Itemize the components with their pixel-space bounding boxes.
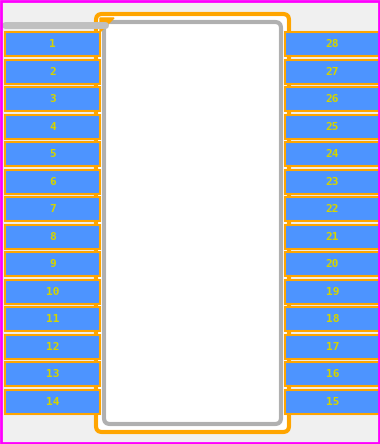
Text: 21: 21 xyxy=(326,232,339,242)
Bar xyxy=(5,280,100,304)
Bar xyxy=(5,252,100,276)
Bar xyxy=(285,115,380,139)
Text: 14: 14 xyxy=(46,397,59,407)
Text: 2: 2 xyxy=(49,67,56,77)
Bar xyxy=(5,87,100,111)
Text: 13: 13 xyxy=(46,369,59,379)
Bar xyxy=(285,170,380,194)
Text: 9: 9 xyxy=(49,259,56,269)
Text: 27: 27 xyxy=(326,67,339,77)
Bar xyxy=(5,362,100,386)
Polygon shape xyxy=(100,18,114,32)
Bar xyxy=(5,225,100,249)
Bar xyxy=(285,197,380,221)
Bar xyxy=(285,225,380,249)
Text: 3: 3 xyxy=(49,94,56,104)
Text: 4: 4 xyxy=(49,122,56,132)
Bar xyxy=(285,87,380,111)
Text: 22: 22 xyxy=(326,204,339,214)
Text: 15: 15 xyxy=(326,397,339,407)
Bar xyxy=(285,362,380,386)
Bar xyxy=(285,142,380,166)
Bar xyxy=(285,335,380,359)
Text: 20: 20 xyxy=(326,259,339,269)
Bar xyxy=(5,115,100,139)
Bar xyxy=(5,335,100,359)
Text: 26: 26 xyxy=(326,94,339,104)
Text: 10: 10 xyxy=(46,287,59,297)
Bar xyxy=(5,197,100,221)
Bar xyxy=(5,60,100,84)
Bar xyxy=(285,32,380,56)
Text: 17: 17 xyxy=(326,342,339,352)
Text: 23: 23 xyxy=(326,177,339,187)
Text: 8: 8 xyxy=(49,232,56,242)
Text: 24: 24 xyxy=(326,149,339,159)
Bar xyxy=(285,60,380,84)
Bar xyxy=(285,390,380,414)
Bar xyxy=(5,142,100,166)
Bar xyxy=(5,307,100,331)
Text: 12: 12 xyxy=(46,342,59,352)
FancyBboxPatch shape xyxy=(104,22,281,424)
Bar xyxy=(5,170,100,194)
Bar xyxy=(5,32,100,56)
Bar xyxy=(285,252,380,276)
Bar xyxy=(5,390,100,414)
Text: 7: 7 xyxy=(49,204,56,214)
FancyBboxPatch shape xyxy=(96,14,289,432)
Bar xyxy=(285,280,380,304)
Bar xyxy=(285,307,380,331)
Text: 16: 16 xyxy=(326,369,339,379)
Text: 1: 1 xyxy=(49,39,56,49)
Text: 11: 11 xyxy=(46,314,59,324)
Text: 6: 6 xyxy=(49,177,56,187)
Text: 28: 28 xyxy=(326,39,339,49)
Text: 25: 25 xyxy=(326,122,339,132)
Text: 19: 19 xyxy=(326,287,339,297)
Text: 18: 18 xyxy=(326,314,339,324)
Text: 5: 5 xyxy=(49,149,56,159)
